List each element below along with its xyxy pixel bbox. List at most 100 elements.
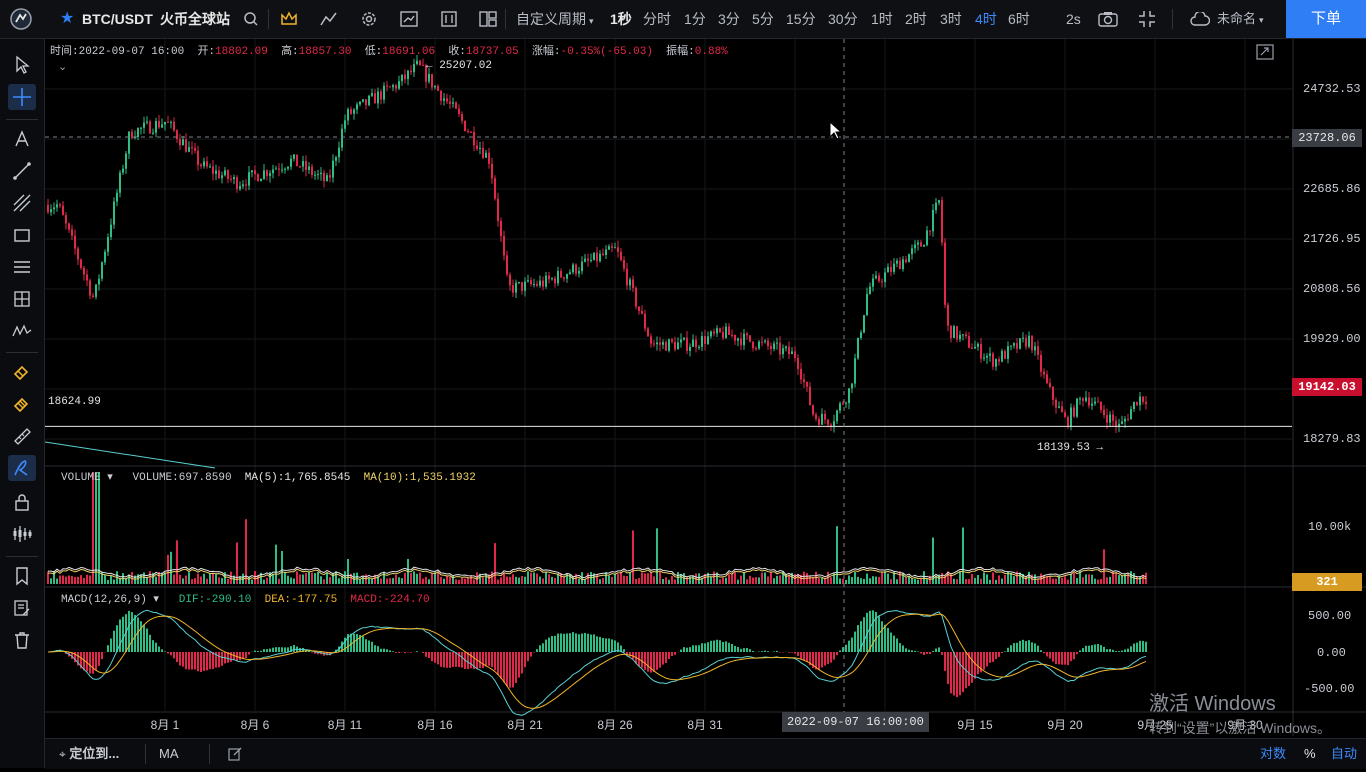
chart-area[interactable]: 时间:2022-09-07 16:00 开:18802.09 高:18857.3… [45,39,1366,736]
volume-bar [530,573,532,584]
volume-bar [293,578,295,584]
interval-10[interactable]: 4时 [975,0,997,38]
interval-9[interactable]: 3时 [940,0,962,38]
edit-indicator-icon[interactable] [228,739,242,772]
interval-5[interactable]: 15分 [786,0,816,38]
candle-body [431,74,433,87]
grid-measure-icon[interactable] [8,286,36,312]
compare-icon[interactable] [440,0,458,38]
exchange-name[interactable]: 火币全球站 [160,0,230,38]
symbol-name[interactable]: BTC/USDT [82,0,153,38]
favorite-star-icon[interactable]: ★ [60,0,74,38]
rectangle-icon[interactable] [8,222,36,248]
candle-body [971,348,973,349]
search-icon[interactable] [243,0,259,38]
volume-bar [554,578,556,584]
interval-6[interactable]: 30分 [828,0,858,38]
app-logo-icon[interactable] [10,0,32,38]
chart-canvas[interactable] [45,39,1366,736]
candle-body [803,379,805,381]
crosshair-icon[interactable] [8,84,36,110]
trend-line-icon[interactable] [8,158,36,184]
volume-bar [200,576,202,584]
percent-scale-toggle[interactable]: % [1304,739,1316,769]
auto-scale-toggle[interactable]: 自动 [1331,739,1357,769]
volume-bar [626,576,628,584]
volume-bar [1100,579,1102,584]
interval-8[interactable]: 2时 [905,0,927,38]
macd-bar [905,648,907,652]
horizontal-lines-icon[interactable] [8,254,36,280]
edit-list-icon[interactable] [8,595,36,621]
macd-bar [623,649,625,652]
macd-title[interactable]: MACD(12,26,9) [61,594,147,606]
macd-bar [1109,649,1111,652]
candle-body [905,259,907,262]
volume-bar [1049,576,1051,584]
macd-bar [824,652,826,666]
interval-11[interactable]: 6时 [1008,0,1030,38]
log-scale-toggle[interactable]: 对数 [1260,739,1286,769]
pitchfork-icon[interactable] [8,190,36,216]
candle-body [710,331,712,336]
place-order-button[interactable]: 下单 [1286,0,1366,38]
indicator-ma-button[interactable]: MA [159,739,179,769]
chart-template-icon[interactable] [400,0,418,38]
volume-bar [272,574,274,584]
candles-visibility-icon[interactable] [8,521,36,547]
volume-bar [323,579,325,584]
volume-bar [878,577,880,584]
refresh-rate[interactable]: 2s [1066,0,1081,38]
interval-1[interactable]: 分时 [643,0,671,38]
trash-icon[interactable] [8,627,36,653]
crown-icon[interactable] [280,0,298,38]
candle-body [344,120,346,128]
candle-body [863,315,865,332]
macd-axis-0: 0.00 [1317,646,1346,660]
volume-title[interactable]: VOLUME [61,472,101,484]
macd-bar [248,652,250,655]
candle-body [1010,346,1012,347]
cursor-arrow-icon[interactable] [8,52,36,78]
interval-7[interactable]: 1时 [871,0,893,38]
macd-bar [527,652,529,661]
collapse-legend-icon[interactable]: ⌄ [58,60,67,73]
candle-body [131,132,133,138]
layout-name-dropdown[interactable]: 未命名▾ [1217,0,1264,38]
macd-bar [200,652,202,672]
candle-body [1040,355,1042,372]
candle-body [683,338,685,340]
macd-bar [398,652,400,653]
ruler-icon[interactable] [8,423,36,449]
macd-bar [959,652,961,695]
candle-body [353,110,355,114]
macd-bar [146,629,148,652]
bookmark-icon[interactable] [8,563,36,589]
cloud-icon[interactable] [1190,0,1210,38]
lock-icon[interactable] [8,489,36,515]
text-tool-icon[interactable] [8,126,36,152]
volume-bar [665,577,667,584]
fullscreen-collapse-icon[interactable] [1138,0,1156,38]
custom-period-dropdown[interactable]: 自定义周期▾ [516,0,594,38]
settings-gear-icon[interactable] [360,0,378,38]
interval-4[interactable]: 5分 [752,0,774,38]
strong-magnet-icon[interactable] [8,391,36,417]
candle-body [959,335,961,340]
volume-bar [731,574,733,584]
interval-0[interactable]: 1秒 [610,0,632,38]
maximize-chart-icon[interactable] [1256,44,1274,63]
macd-bar [695,645,697,652]
interval-2[interactable]: 1分 [684,0,706,38]
layout-icon[interactable] [479,0,497,38]
macd-bar [203,652,205,671]
magnet-icon[interactable] [8,359,36,385]
candle-body [911,248,913,254]
wave-pattern-icon[interactable] [8,318,36,344]
candle-body [278,169,280,170]
locate-to-button[interactable]: ⌖ 定位到... [59,739,119,769]
camera-icon[interactable] [1098,0,1118,38]
drawing-pen-icon[interactable] [8,455,36,481]
interval-3[interactable]: 3分 [718,0,740,38]
indicator-icon[interactable] [320,0,338,38]
